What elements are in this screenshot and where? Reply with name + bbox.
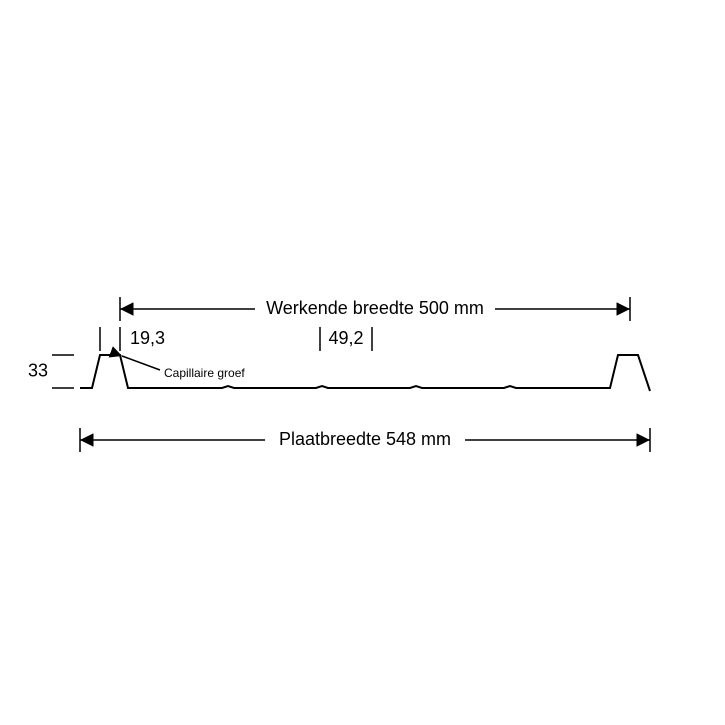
- label-rib-gap: 49,2: [328, 328, 363, 348]
- dim-plate-width: Plaatbreedte 548 mm: [80, 428, 650, 452]
- dim-rib-top: 19,3: [100, 327, 165, 351]
- dim-height: 33: [28, 355, 74, 388]
- label-callout: Capillaire groef: [164, 366, 245, 380]
- callout-capillary-groove: Capillaire groef: [122, 356, 245, 380]
- label-plate-width: Plaatbreedte 548 mm: [279, 429, 451, 449]
- dim-working-width: Werkende breedte 500 mm: [120, 297, 630, 321]
- label-height: 33: [28, 360, 48, 380]
- label-rib-top: 19,3: [130, 328, 165, 348]
- dim-rib-gap: 49,2: [320, 327, 372, 351]
- label-working-width: Werkende breedte 500 mm: [266, 298, 484, 318]
